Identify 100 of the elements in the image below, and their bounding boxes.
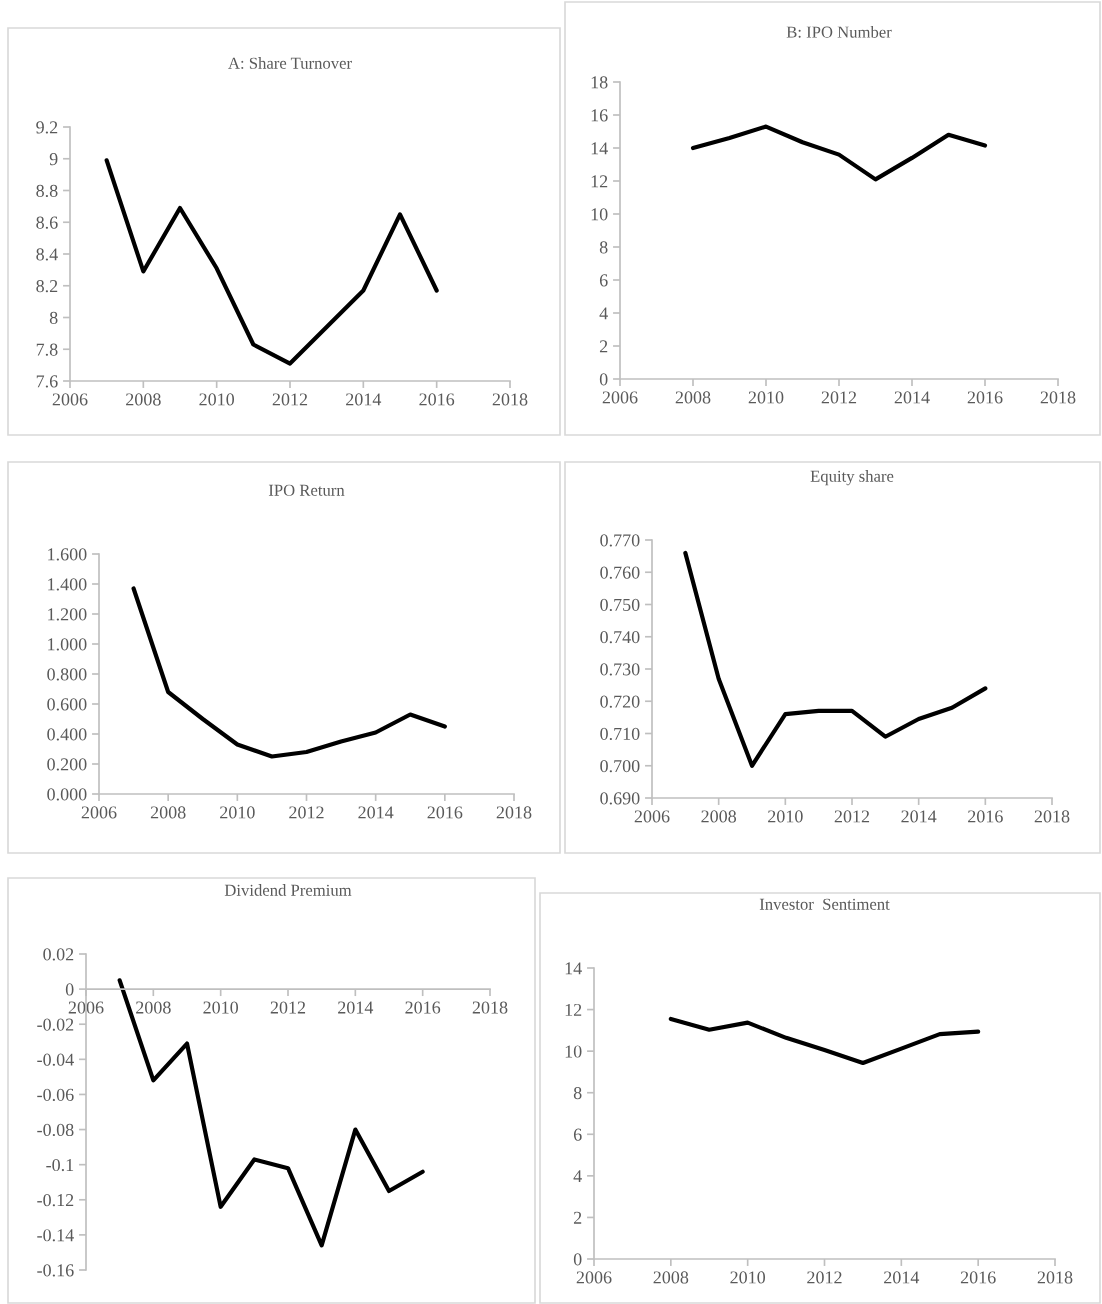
x-tick-label: 2018 bbox=[496, 806, 532, 819]
y-tick-label: 8 bbox=[599, 241, 608, 254]
x-tick-label: 2006 bbox=[81, 806, 117, 819]
y-tick-label: 0.600 bbox=[47, 698, 87, 711]
x-tick-label: 2006 bbox=[602, 391, 638, 404]
line-series bbox=[683, 550, 988, 768]
line-series bbox=[668, 1016, 981, 1066]
y-tick-label: 4 bbox=[573, 1170, 582, 1183]
y-tick-label: 0.700 bbox=[600, 760, 640, 773]
y-tick-label: 8.8 bbox=[36, 184, 58, 198]
y-tick-label: 8.6 bbox=[36, 216, 58, 229]
y-tick-label: 8 bbox=[573, 1086, 582, 1100]
x-tick-label: 2012 bbox=[821, 391, 857, 404]
x-tick-label: 2016 bbox=[960, 1271, 996, 1284]
y-tick-label: 8.2 bbox=[36, 280, 58, 293]
x-tick-label: 2006 bbox=[634, 810, 670, 823]
y-tick-label: 9 bbox=[49, 153, 58, 166]
x-tick-label: 2012 bbox=[289, 806, 324, 819]
y-tick-label: -0.16 bbox=[37, 1264, 74, 1277]
y-tick-label: 2 bbox=[573, 1211, 582, 1224]
x-tick-label: 2016 bbox=[968, 810, 1003, 823]
y-tick-label: 1.400 bbox=[48, 578, 87, 591]
y-tick-label: 0.730 bbox=[600, 663, 640, 676]
y-tick-label: 0.720 bbox=[600, 695, 640, 708]
y-tick-label: 10 bbox=[591, 208, 608, 221]
chart-title: B: IPO Number bbox=[786, 25, 892, 38]
y-tick-label: -0.06 bbox=[37, 1088, 74, 1101]
chart-title: A: Share Turnover bbox=[228, 57, 352, 69]
x-tick-label: 2018 bbox=[492, 393, 528, 406]
x-tick-label: 2010 bbox=[220, 806, 255, 819]
x-tick-label: 2014 bbox=[358, 806, 394, 819]
chart-title: Investor Sentiment bbox=[759, 898, 890, 910]
x-tick-label: 2018 bbox=[1037, 1271, 1073, 1284]
y-tick-label: 18 bbox=[591, 76, 608, 89]
y-tick-label: 0.02 bbox=[43, 948, 74, 961]
x-tick-label: 2012 bbox=[272, 393, 308, 406]
y-tick-label: -0.08 bbox=[37, 1123, 74, 1137]
x-tick-label: 2008 bbox=[126, 393, 161, 406]
x-tick-label: 2014 bbox=[884, 1271, 920, 1284]
chart-title: IPO Return bbox=[268, 484, 345, 496]
y-tick-label: 7.8 bbox=[36, 343, 58, 356]
x-tick-label: 2010 bbox=[203, 1001, 239, 1014]
y-tick-label: 0.200 bbox=[47, 758, 87, 771]
y-tick-label: 6 bbox=[599, 274, 608, 287]
y-tick-label: 4 bbox=[599, 307, 608, 320]
y-tick-label: 1.200 bbox=[48, 608, 87, 621]
x-tick-label: 2008 bbox=[150, 806, 186, 819]
x-tick-label: 2006 bbox=[576, 1271, 612, 1284]
y-tick-label: 0 bbox=[65, 983, 74, 996]
x-tick-label: 2016 bbox=[427, 806, 463, 819]
y-tick-label: 12 bbox=[591, 175, 608, 188]
chart-title: Dividend Premium bbox=[224, 884, 352, 896]
y-tick-label: 14 bbox=[565, 962, 582, 975]
x-tick-label: 2006 bbox=[68, 1001, 104, 1014]
y-tick-label: 1.000 bbox=[48, 638, 87, 651]
x-tick-label: 2014 bbox=[346, 393, 382, 406]
x-tick-label: 2014 bbox=[894, 391, 930, 404]
y-tick-label: 8.4 bbox=[36, 248, 58, 261]
x-tick-label: 2018 bbox=[1040, 391, 1076, 404]
x-tick-label: 2012 bbox=[807, 1271, 842, 1284]
y-tick-label: 0.750 bbox=[600, 598, 640, 612]
x-tick-label: 2008 bbox=[675, 391, 711, 404]
x-tick-label: 2016 bbox=[967, 391, 1003, 404]
x-tick-label: 2008 bbox=[136, 1001, 171, 1014]
y-tick-label: -0.04 bbox=[37, 1053, 74, 1066]
y-tick-label: 1.600 bbox=[48, 548, 87, 561]
y-tick-label: -0.14 bbox=[37, 1229, 74, 1242]
y-tick-label: 9.2 bbox=[36, 121, 58, 134]
x-tick-label: 2010 bbox=[768, 810, 803, 823]
y-tick-label: 12 bbox=[565, 1003, 582, 1016]
line-series bbox=[690, 124, 988, 182]
y-tick-label: 0.740 bbox=[600, 631, 640, 644]
x-tick-label: 2010 bbox=[748, 391, 784, 404]
x-tick-label: 2016 bbox=[419, 393, 455, 406]
y-tick-label: 0.000 bbox=[47, 788, 87, 801]
y-tick-label: 6 bbox=[573, 1128, 582, 1141]
x-tick-label: 2012 bbox=[270, 1001, 306, 1014]
y-tick-label: 0.760 bbox=[600, 566, 640, 579]
y-tick-label: 0.800 bbox=[47, 668, 87, 681]
y-tick-label: 0.770 bbox=[600, 534, 640, 547]
x-tick-label: 2008 bbox=[653, 1271, 689, 1284]
y-tick-label: 0.710 bbox=[600, 727, 640, 741]
y-tick-label: 0.400 bbox=[47, 728, 87, 741]
x-tick-label: 2006 bbox=[52, 393, 88, 406]
x-tick-label: 2014 bbox=[901, 810, 937, 823]
x-tick-label: 2010 bbox=[730, 1271, 766, 1284]
y-tick-label: 0.690 bbox=[600, 792, 640, 805]
line-series bbox=[131, 586, 447, 759]
x-tick-label: 2016 bbox=[405, 1001, 441, 1014]
x-tick-label: 2008 bbox=[701, 810, 737, 823]
x-tick-label: 2018 bbox=[472, 1001, 508, 1014]
y-tick-label: 7.6 bbox=[36, 375, 58, 388]
chart-title: Equity share bbox=[810, 470, 894, 486]
y-tick-label: -0.02 bbox=[37, 1018, 74, 1031]
y-tick-label: 14 bbox=[591, 142, 608, 155]
y-tick-label: 16 bbox=[591, 109, 608, 122]
y-tick-label: -0.12 bbox=[37, 1194, 74, 1207]
y-tick-label: 10 bbox=[565, 1045, 582, 1058]
y-tick-label: 2 bbox=[599, 340, 608, 353]
x-tick-label: 2012 bbox=[834, 810, 870, 823]
